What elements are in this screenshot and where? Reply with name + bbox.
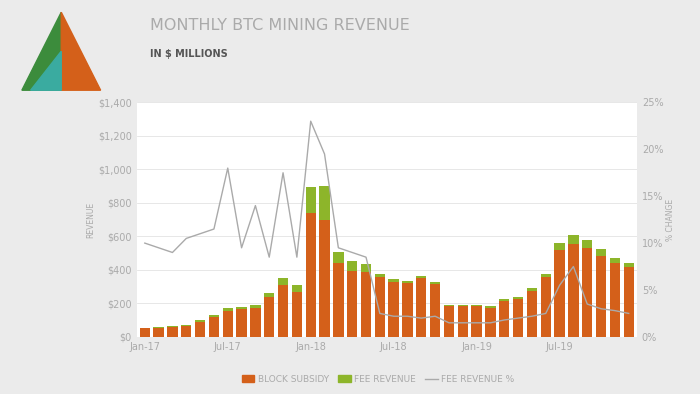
Bar — [430, 284, 440, 337]
Bar — [360, 272, 371, 337]
Bar — [513, 299, 524, 337]
Bar — [624, 268, 634, 337]
Bar — [181, 326, 192, 337]
Bar — [444, 306, 454, 337]
Bar — [624, 263, 634, 268]
Bar — [554, 243, 565, 250]
Bar — [458, 306, 468, 337]
Bar — [526, 291, 537, 337]
Bar — [485, 308, 496, 337]
Bar — [153, 328, 164, 337]
Bar — [333, 263, 344, 337]
Bar — [402, 281, 413, 283]
Bar — [471, 305, 482, 306]
Bar — [485, 307, 496, 308]
Bar — [540, 273, 551, 277]
Bar — [389, 282, 399, 337]
Bar — [568, 244, 579, 337]
Polygon shape — [62, 12, 101, 90]
Bar — [513, 297, 524, 299]
Bar — [278, 278, 288, 285]
Bar — [610, 258, 620, 263]
Bar — [195, 320, 205, 322]
Bar — [540, 277, 551, 337]
Bar — [389, 279, 399, 282]
Bar — [292, 285, 302, 292]
Text: IN $ MILLIONS: IN $ MILLIONS — [150, 49, 228, 59]
Bar — [139, 328, 150, 329]
Bar — [526, 288, 537, 291]
Bar — [209, 314, 219, 317]
Bar — [264, 293, 274, 297]
Bar — [458, 305, 468, 306]
Bar — [568, 235, 579, 244]
Bar — [416, 278, 426, 337]
Bar — [596, 249, 606, 256]
Bar — [153, 327, 164, 328]
Bar — [347, 271, 358, 337]
Bar — [582, 248, 592, 337]
Polygon shape — [31, 51, 62, 90]
Bar — [237, 309, 247, 337]
Bar — [582, 240, 592, 248]
Bar — [554, 250, 565, 337]
Bar — [471, 306, 482, 337]
Bar — [250, 305, 260, 308]
Bar — [444, 305, 454, 306]
Bar — [347, 261, 358, 271]
Bar — [139, 329, 150, 337]
Bar — [181, 325, 192, 326]
Bar — [237, 307, 247, 309]
Bar — [167, 326, 178, 327]
Bar — [264, 297, 274, 337]
Bar — [223, 311, 233, 337]
Bar — [278, 285, 288, 337]
Bar — [374, 277, 385, 337]
Bar — [195, 322, 205, 337]
Bar — [292, 292, 302, 337]
Bar — [209, 317, 219, 337]
Bar — [374, 274, 385, 277]
Bar — [319, 219, 330, 337]
Bar — [402, 283, 413, 337]
Bar — [596, 256, 606, 337]
Polygon shape — [22, 12, 62, 90]
Bar — [360, 264, 371, 272]
Text: MONTHLY BTC MINING REVENUE: MONTHLY BTC MINING REVENUE — [150, 18, 410, 33]
Bar — [416, 276, 426, 278]
Bar — [499, 301, 510, 337]
Bar — [250, 308, 260, 337]
Legend: BLOCK SUBSIDY, FEE REVENUE, FEE REVENUE %: BLOCK SUBSIDY, FEE REVENUE, FEE REVENUE … — [238, 371, 518, 388]
Bar — [305, 213, 316, 337]
Bar — [223, 308, 233, 311]
Y-axis label: REVENUE: REVENUE — [86, 202, 95, 238]
Bar — [305, 187, 316, 213]
Bar — [430, 282, 440, 284]
Bar — [167, 327, 178, 337]
Bar — [319, 186, 330, 219]
Bar — [610, 263, 620, 337]
Bar — [333, 252, 344, 263]
Bar — [499, 299, 510, 301]
Y-axis label: % CHANGE: % CHANGE — [666, 199, 676, 241]
